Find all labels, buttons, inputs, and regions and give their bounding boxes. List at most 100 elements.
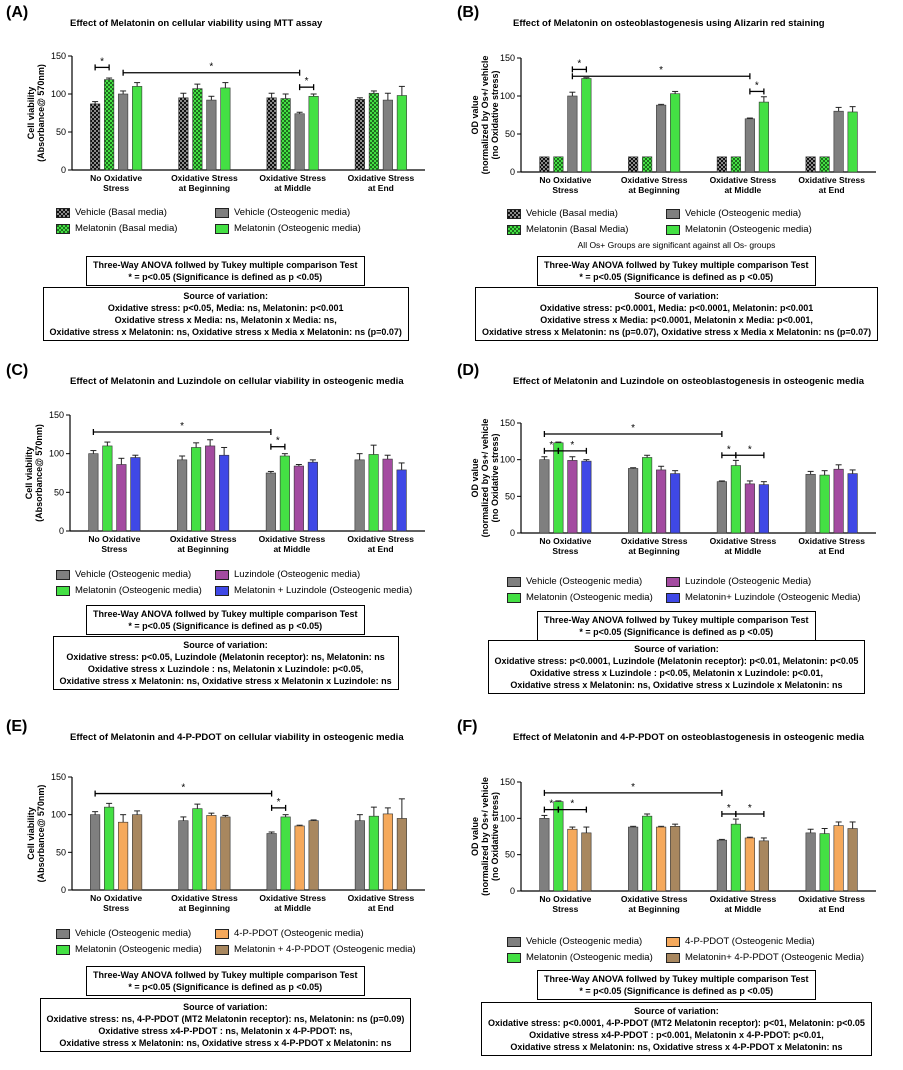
- significance-star: *: [180, 421, 184, 432]
- bar: [819, 156, 830, 173]
- legend-swatch: [666, 592, 680, 603]
- significance-star: *: [748, 444, 752, 455]
- legend-label: Melatonin (Osteogenic media): [526, 952, 653, 963]
- source-of-variation-box: Source of variation: Oxidative stress: p<…: [487, 640, 866, 694]
- significance-bracket: *: [92, 421, 272, 436]
- bar: [368, 454, 379, 532]
- legend-swatch: [56, 207, 70, 218]
- legend-item: Vehicle (Osteogenic media): [507, 936, 642, 947]
- legend-swatch: [507, 208, 521, 219]
- significance-bracket: *: [571, 65, 751, 80]
- legend-swatch: [56, 223, 70, 234]
- x-category-label: No Oxidative Stress: [539, 894, 591, 914]
- bar: [730, 823, 741, 892]
- significance-bracket: *: [571, 58, 588, 73]
- source-of-variation-box: Source of variation: Oxidative stress: p<…: [481, 1002, 872, 1056]
- y-tick-label: 150: [51, 772, 66, 782]
- legend-item: Vehicle (Osteogenic media): [56, 928, 191, 939]
- x-category-label: Oxidative Stress at End: [798, 536, 865, 556]
- y-tick-label: 50: [505, 129, 515, 139]
- legend: Vehicle (Basal media) Melatonin (Basal me…: [0, 207, 451, 243]
- bar: [539, 156, 550, 173]
- y-tick-label: 0: [61, 165, 66, 175]
- bar: [553, 156, 564, 173]
- bar: [192, 88, 203, 171]
- y-tick-label: 150: [49, 410, 64, 420]
- legend-swatch: [666, 936, 680, 947]
- legend-swatch: [56, 944, 70, 955]
- bar: [308, 95, 319, 171]
- legend-label: 4-P-PDOT (Osteogenic Media): [685, 936, 815, 947]
- stats-test-box: Three-Way ANOVA follwed by Tukey multipl…: [86, 256, 365, 286]
- legend-swatch: [666, 224, 680, 235]
- y-tick-label: 50: [505, 491, 515, 501]
- bar: [628, 826, 639, 892]
- x-category-label: Oxidative Stress at Middle: [710, 894, 777, 914]
- source-of-variation-line: Oxidative stress x Melatonin: ns, Oxidat…: [510, 680, 843, 690]
- y-axis-label: OD value(normalized by Os+/ vehicle(no O…: [470, 419, 500, 538]
- significance-star: *: [549, 440, 553, 451]
- significance-star: *: [277, 797, 281, 808]
- legend-item: Vehicle (Osteogenic media): [666, 208, 801, 219]
- legend-item: Melatonin + Luzindole (Osteogenic media): [215, 585, 412, 596]
- bar: [581, 832, 592, 892]
- legend: Vehicle (Osteogenic media) Melatonin (Ost…: [451, 936, 902, 972]
- x-category-label: Oxidative Stress at Beginning: [621, 536, 688, 556]
- bar: [206, 99, 217, 171]
- x-category-label: Oxidative Stress at End: [348, 173, 415, 193]
- chart-title: Effect of Melatonin on osteoblastogenesi…: [513, 18, 825, 29]
- chart-svg: 0 50 100 150 Cell viability(Absorbance@ 570n…: [26, 51, 425, 193]
- bar: [280, 98, 291, 171]
- legend-swatch: [507, 592, 521, 603]
- panel-c: (C) Effect of Melatonin and Luzindole on …: [0, 358, 451, 714]
- significance-star: *: [631, 423, 635, 434]
- bar: [368, 92, 379, 171]
- significance-star: *: [727, 444, 731, 455]
- bar: [567, 460, 578, 534]
- stats-test-box: Three-Way ANOVA follwed by Tukey multipl…: [86, 605, 365, 635]
- x-category-label: Oxidative Stress at Middle: [259, 534, 326, 554]
- legend-label: Melatonin (Osteogenic media): [234, 223, 361, 234]
- legend-swatch: [56, 928, 70, 939]
- legend-item: Melatonin (Osteogenic media): [507, 952, 653, 963]
- y-tick-label: 50: [56, 847, 66, 857]
- legend-swatch: [215, 944, 229, 955]
- y-tick-label: 50: [505, 850, 515, 860]
- y-axis-label: OD value(normalized by Os+/ vehicle(no O…: [470, 56, 500, 175]
- legend-item: Vehicle (Osteogenic media): [215, 207, 350, 218]
- panel-label: (A): [6, 4, 29, 21]
- bar: [118, 821, 129, 891]
- source-of-variation-line: Oxidative stress x Melatonin: ns (p=0.07…: [482, 327, 872, 337]
- bar: [382, 458, 393, 532]
- y-tick-label: 0: [510, 886, 515, 896]
- y-tick-label: 0: [510, 167, 515, 177]
- panel-d: (D) Effect of Melatonin and Luzindole on …: [451, 358, 902, 714]
- legend-item: Melatonin (Osteogenic media): [507, 592, 653, 603]
- legend-swatch: [507, 224, 521, 235]
- bar: [744, 483, 755, 534]
- bar: [90, 814, 101, 891]
- bar: [293, 465, 304, 532]
- source-of-variation-line: Source of variation:: [634, 291, 719, 301]
- bar: [104, 806, 115, 891]
- legend-item: Melatonin+ Luzindole (Osteogenic Media): [666, 592, 861, 603]
- legend-swatch: [215, 223, 229, 234]
- legend: Vehicle (Basal media) Melatonin (Basal Me…: [451, 208, 902, 244]
- bar: [294, 113, 305, 171]
- stats-test-line: * = p<0.05 (Significance is defined as p…: [579, 627, 774, 637]
- source-of-variation-line: Oxidative stress x Melatonin: ns, Oxidat…: [49, 327, 402, 337]
- bar: [88, 453, 99, 532]
- bar: [266, 97, 277, 171]
- significance-star: *: [755, 80, 759, 91]
- legend-item: Melatonin (Osteogenic media): [56, 944, 202, 955]
- legend-item: Vehicle (Osteogenic media): [56, 569, 191, 580]
- x-category-label: Oxidative Stress at Beginning: [621, 175, 688, 195]
- bar: [192, 808, 203, 891]
- bar: [833, 110, 844, 173]
- bar: [581, 460, 592, 534]
- bar: [265, 472, 276, 532]
- bar: [396, 469, 407, 532]
